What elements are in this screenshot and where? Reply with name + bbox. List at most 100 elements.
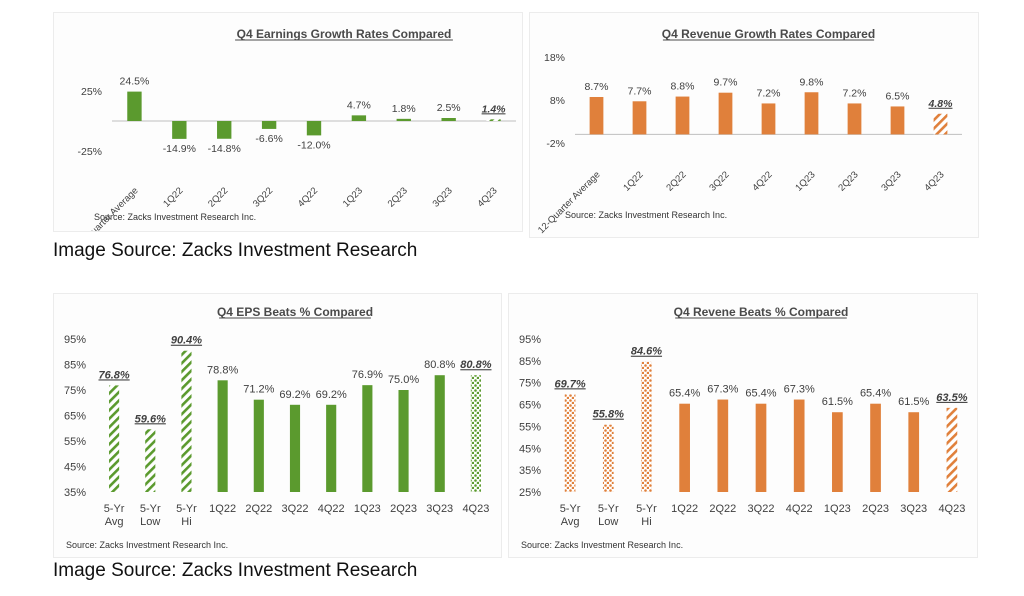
data-label: 69.7%	[554, 378, 585, 390]
bar	[261, 121, 277, 129]
bar	[306, 121, 322, 136]
x-tick-label: 4Q23	[938, 503, 965, 515]
bar	[793, 399, 805, 492]
x-tick-label: 4Q23	[922, 169, 946, 193]
x-tick-label: 1Q22	[209, 503, 236, 515]
x-tick-label: 5-Yr Hi	[636, 503, 657, 528]
image-source-caption-bottom: Image Source: Zacks Investment Research	[53, 560, 418, 581]
x-tick-label: 4Q23	[475, 185, 499, 209]
x-tick-label: 5-Yr Avg	[560, 503, 581, 528]
data-label: 76.8%	[98, 369, 129, 381]
x-tick-label: 3Q22	[748, 503, 775, 515]
chart-source: Source: Zacks Investment Research Inc.	[94, 212, 256, 222]
x-tick-label: 12-Quarter Average	[536, 169, 603, 236]
chart-title: Q4 EPS Beats % Compared	[217, 305, 373, 319]
x-tick-label: 2Q22	[206, 185, 230, 209]
bar	[351, 115, 367, 121]
chart-title: Q4 Earnings Growth Rates Compared	[237, 27, 452, 41]
x-tick-label: 3Q22	[282, 503, 309, 515]
y-tick-label: 65%	[519, 400, 541, 412]
data-label: -14.8%	[208, 143, 241, 155]
x-tick-label: 5-Yr Low	[140, 503, 161, 528]
y-tick-label: 85%	[64, 360, 86, 372]
data-label: 24.5%	[120, 76, 150, 88]
data-label: 63.5%	[936, 392, 967, 404]
x-tick-label: 12-Quarter Average	[74, 185, 141, 231]
data-label: 80.8%	[460, 359, 491, 371]
y-tick-label: -25%	[77, 146, 102, 158]
bar	[933, 113, 948, 135]
x-tick-label: 3Q23	[900, 503, 927, 515]
x-tick-label: 4Q22	[750, 169, 774, 193]
bar	[217, 380, 228, 492]
bar	[486, 119, 501, 121]
earnings-growth-chart: Q4 Earnings Growth Rates Compared 25% -25%…	[53, 12, 523, 232]
x-tick-label: 4Q23	[462, 503, 489, 515]
x-tick-label: 2Q22	[664, 169, 688, 193]
data-label: 84.6%	[631, 346, 662, 358]
data-label: 78.8%	[207, 364, 238, 376]
y-tick-label: 45%	[519, 443, 541, 455]
bar	[890, 106, 905, 135]
bar	[832, 412, 843, 492]
x-tick-label: 2Q22	[245, 503, 272, 515]
data-label: 76.9%	[352, 369, 383, 381]
data-label: 75.0%	[388, 374, 419, 386]
revenue-beats-svg: Q4 Revene Beats % Compared 95% 85% 75% 65% 55…	[519, 305, 968, 550]
bar	[632, 101, 647, 135]
x-tick-label: 1Q22	[621, 169, 645, 193]
y-tick-label: 35%	[64, 487, 86, 499]
data-label: 65.4%	[669, 388, 700, 400]
bar	[641, 361, 652, 492]
bar	[172, 121, 187, 139]
data-label: -14.9%	[163, 143, 196, 155]
x-tick-label: 1Q23	[824, 503, 851, 515]
data-label: 67.3%	[784, 384, 815, 396]
y-tick-label: 35%	[519, 465, 541, 477]
data-label: 61.5%	[822, 396, 853, 408]
bar	[718, 92, 733, 135]
bar	[589, 96, 604, 135]
x-tick-label: 5-Yr Avg	[104, 503, 125, 528]
y-tick-label: 25%	[81, 86, 102, 98]
x-tick-label: 5-Yr Low	[598, 503, 619, 528]
data-label: 8.8%	[671, 81, 695, 93]
data-label: 4.8%	[928, 98, 954, 110]
x-tick-label: 2Q23	[836, 169, 860, 193]
bar	[362, 385, 373, 492]
data-label: -12.0%	[297, 139, 330, 151]
x-tick-label: 1Q22	[161, 185, 185, 209]
bar	[755, 403, 767, 492]
x-tick-label: 1Q23	[793, 169, 817, 193]
x-tick-label: 3Q23	[431, 185, 455, 209]
x-tick-label: 2Q22	[709, 503, 736, 515]
y-tick-label: -2%	[546, 138, 565, 150]
image-source-caption-top: Image Source: Zacks Investment Research	[53, 240, 418, 261]
x-tick-label: 3Q23	[426, 503, 453, 515]
bar	[253, 399, 264, 492]
y-tick-label: 8%	[550, 95, 565, 107]
bar	[870, 403, 881, 492]
y-tick-label: 55%	[519, 421, 541, 433]
y-tick-label: 25%	[519, 487, 541, 499]
data-label: 65.4%	[745, 388, 776, 400]
data-label: 55.8%	[593, 409, 624, 421]
y-tick-label: 75%	[64, 385, 86, 397]
bar	[398, 390, 409, 492]
y-tick-label: 18%	[544, 52, 565, 64]
bar	[847, 103, 862, 135]
y-tick-label: 85%	[519, 356, 541, 368]
data-label: 69.2%	[316, 389, 347, 401]
bar	[109, 385, 120, 492]
data-label: 65.4%	[860, 388, 891, 400]
revenue-growth-svg: Q4 Revenue Growth Rates Compared 18% 8% -2%…	[536, 27, 962, 236]
data-label: 8.7%	[585, 81, 609, 93]
bar	[602, 424, 614, 492]
y-tick-label: 45%	[64, 462, 86, 474]
revenue-growth-chart: Q4 Revenue Growth Rates Compared 18% 8% -2%…	[529, 12, 979, 238]
chart-source: Source: Zacks Investment Research Inc.	[521, 540, 683, 550]
x-tick-label: 5-Yr Hi	[176, 503, 197, 528]
data-label: 69.2%	[279, 389, 310, 401]
bar	[804, 92, 819, 135]
y-tick-label: 95%	[519, 334, 541, 346]
